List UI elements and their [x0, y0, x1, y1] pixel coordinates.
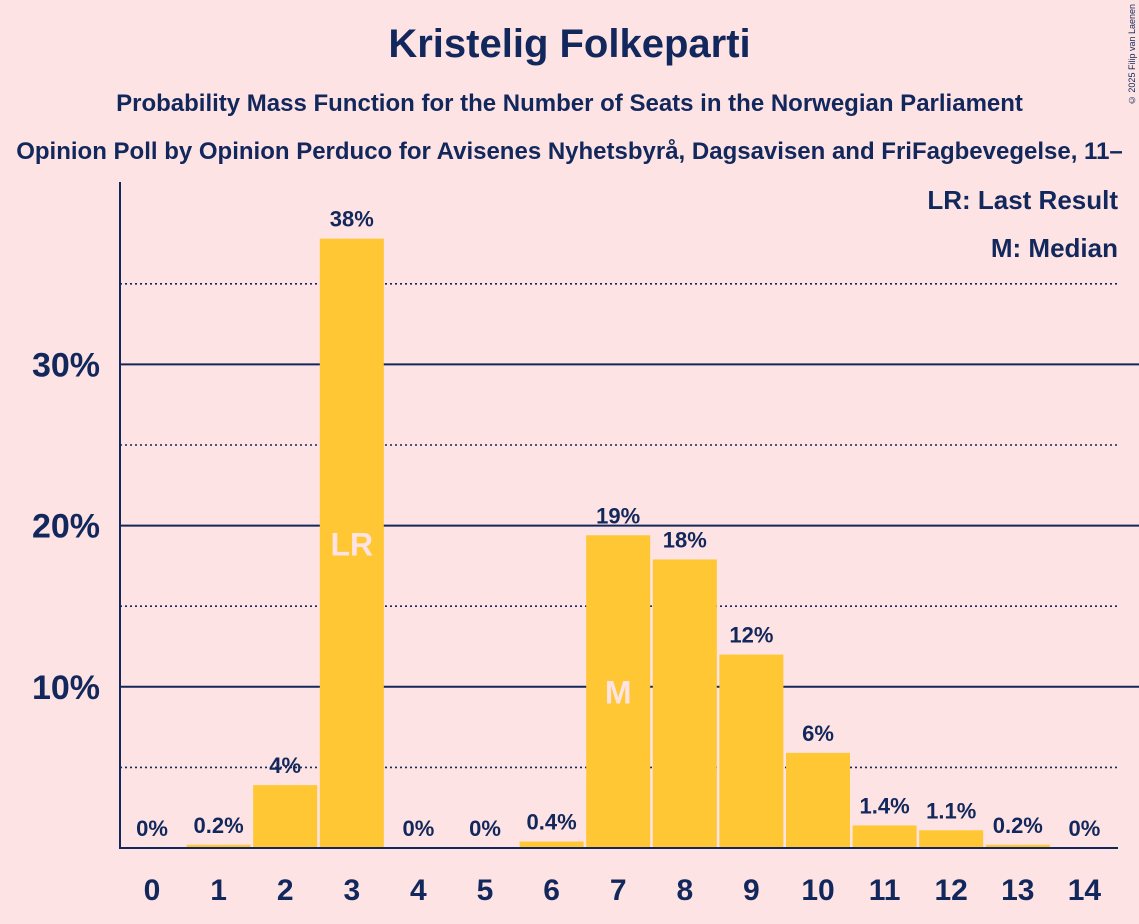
bar-7	[586, 535, 651, 848]
x-tick-label: 11	[869, 874, 901, 907]
bar-6	[519, 841, 584, 848]
bar-value-label: 0%	[1069, 816, 1101, 841]
bar-value-label: 0.2%	[993, 813, 1043, 838]
bar-value-label: 1.4%	[860, 793, 910, 818]
legend-last-result: LR: Last Result	[927, 185, 1118, 215]
bar-12	[919, 830, 984, 848]
x-tick-label: 10	[801, 874, 834, 907]
bar-value-label: 4%	[269, 753, 301, 778]
bar-3	[319, 238, 384, 848]
bar-10	[786, 752, 850, 848]
bar-value-label: 38%	[330, 207, 374, 232]
labels: 0% 0 0.2% 1 4% 2 38% 3 0% 4 0% 5 0.4% 6 19% 7 18% 8 12% 9 6%…	[136, 207, 1101, 907]
x-tick-label: 6	[543, 874, 560, 907]
x-tick-label: 13	[1001, 874, 1034, 907]
x-tick-label: 1	[210, 874, 227, 907]
median-marker: M	[605, 675, 632, 711]
bar-value-label: 18%	[663, 527, 707, 552]
bars	[186, 238, 1050, 848]
bar-9	[719, 654, 784, 848]
chart-title: Kristelig Folkeparti	[388, 22, 751, 66]
x-tick-label: 2	[277, 874, 294, 907]
x-tick-label: 4	[410, 874, 427, 907]
bar-1	[186, 844, 251, 848]
x-tick-label: 7	[610, 874, 627, 907]
x-tick-label: 14	[1068, 874, 1102, 907]
bar-2	[253, 785, 318, 848]
x-tick-label: 8	[676, 874, 693, 907]
chart-subtitle: Probability Mass Function for the Number…	[116, 90, 1023, 117]
bar-11	[852, 825, 917, 848]
y-tick-label: 20%	[32, 508, 100, 546]
bar-value-label: 0%	[136, 816, 168, 841]
bar-13	[985, 844, 1050, 848]
x-tick-label: 3	[343, 874, 360, 907]
y-tick-label: 10%	[32, 669, 100, 707]
chart-poll-info: Opinion Poll by Opinion Perduco for Avis…	[0, 138, 1139, 166]
bar-value-label: 0.4%	[527, 810, 577, 835]
x-tick-label: 12	[935, 874, 968, 907]
x-tick-label: 5	[477, 874, 494, 907]
y-tick-label: 30%	[32, 346, 100, 384]
legend-median: M: Median	[991, 233, 1118, 263]
bar-value-label: 0.2%	[194, 813, 244, 838]
last-result-marker: LR	[330, 526, 373, 562]
bar-value-label: 0%	[469, 816, 501, 841]
x-tick-label: 9	[743, 874, 760, 907]
bar-value-label: 19%	[596, 503, 640, 528]
x-tick-label: 0	[144, 874, 161, 907]
bar-value-label: 6%	[802, 721, 834, 746]
bar-value-label: 1.1%	[926, 798, 976, 823]
bar-value-label: 0%	[403, 816, 435, 841]
grid-lines: 10% 20% 30%	[32, 282, 1139, 769]
chart-poll-info-text: Opinion Poll by Opinion Perduco for Avis…	[16, 138, 1123, 165]
bar-value-label: 12%	[729, 623, 773, 648]
axes	[119, 182, 1118, 849]
bar-8	[652, 559, 717, 848]
